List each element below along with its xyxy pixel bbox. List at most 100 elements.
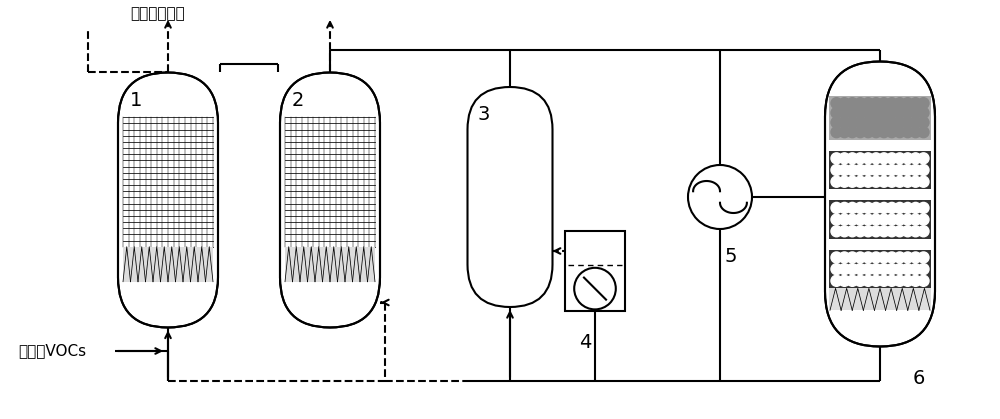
Circle shape xyxy=(855,153,866,164)
Circle shape xyxy=(918,252,929,263)
Circle shape xyxy=(918,264,929,274)
FancyBboxPatch shape xyxy=(468,87,552,307)
Circle shape xyxy=(855,98,866,109)
Circle shape xyxy=(839,127,850,138)
Circle shape xyxy=(839,275,850,286)
Circle shape xyxy=(878,165,889,176)
Circle shape xyxy=(886,264,897,274)
Circle shape xyxy=(902,252,913,263)
Circle shape xyxy=(871,176,882,187)
Circle shape xyxy=(871,264,882,274)
Circle shape xyxy=(886,275,897,286)
Circle shape xyxy=(839,252,850,263)
Circle shape xyxy=(894,275,905,286)
Circle shape xyxy=(878,176,889,187)
Circle shape xyxy=(871,153,882,164)
Circle shape xyxy=(855,214,866,225)
Circle shape xyxy=(831,264,842,274)
Circle shape xyxy=(918,202,929,213)
Circle shape xyxy=(910,226,921,237)
Circle shape xyxy=(886,153,897,164)
Circle shape xyxy=(886,165,897,176)
Bar xyxy=(829,200,931,239)
Circle shape xyxy=(902,176,913,187)
Circle shape xyxy=(902,214,913,225)
Circle shape xyxy=(839,165,850,176)
FancyBboxPatch shape xyxy=(825,62,935,347)
Circle shape xyxy=(847,214,858,225)
Circle shape xyxy=(902,127,913,138)
Circle shape xyxy=(831,98,842,109)
Circle shape xyxy=(847,226,858,237)
Circle shape xyxy=(871,127,882,138)
Circle shape xyxy=(902,226,913,237)
Circle shape xyxy=(847,117,858,128)
Circle shape xyxy=(902,107,913,118)
Bar xyxy=(829,96,931,140)
Circle shape xyxy=(878,202,889,213)
Circle shape xyxy=(847,264,858,274)
Circle shape xyxy=(902,117,913,128)
Circle shape xyxy=(847,127,858,138)
Circle shape xyxy=(831,153,842,164)
Circle shape xyxy=(863,153,874,164)
Circle shape xyxy=(839,107,850,118)
Circle shape xyxy=(847,153,858,164)
Circle shape xyxy=(831,117,842,128)
Circle shape xyxy=(910,275,921,286)
Circle shape xyxy=(871,252,882,263)
Circle shape xyxy=(878,117,889,128)
Bar xyxy=(123,247,213,282)
Circle shape xyxy=(878,275,889,286)
Text: 净化气体排出: 净化气体排出 xyxy=(130,6,185,21)
Circle shape xyxy=(831,107,842,118)
Circle shape xyxy=(910,202,921,213)
Circle shape xyxy=(839,117,850,128)
Circle shape xyxy=(863,275,874,286)
Circle shape xyxy=(839,153,850,164)
Text: 3: 3 xyxy=(478,105,490,124)
Circle shape xyxy=(894,202,905,213)
Circle shape xyxy=(902,275,913,286)
Circle shape xyxy=(688,165,752,229)
Circle shape xyxy=(902,153,913,164)
Circle shape xyxy=(894,153,905,164)
Bar xyxy=(829,288,931,310)
Bar xyxy=(285,247,375,282)
Text: 2: 2 xyxy=(292,91,304,109)
Circle shape xyxy=(894,127,905,138)
Circle shape xyxy=(863,214,874,225)
Circle shape xyxy=(863,252,874,263)
Circle shape xyxy=(847,252,858,263)
Circle shape xyxy=(886,176,897,187)
Text: 1: 1 xyxy=(130,91,142,109)
Circle shape xyxy=(871,202,882,213)
Circle shape xyxy=(863,226,874,237)
Circle shape xyxy=(878,226,889,237)
Bar xyxy=(829,151,931,189)
Circle shape xyxy=(910,153,921,164)
Circle shape xyxy=(910,127,921,138)
Circle shape xyxy=(918,275,929,286)
Circle shape xyxy=(918,153,929,164)
Circle shape xyxy=(918,176,929,187)
Circle shape xyxy=(910,264,921,274)
Circle shape xyxy=(847,202,858,213)
Circle shape xyxy=(863,98,874,109)
Circle shape xyxy=(839,176,850,187)
Circle shape xyxy=(863,117,874,128)
Circle shape xyxy=(855,264,866,274)
Circle shape xyxy=(878,264,889,274)
Circle shape xyxy=(855,226,866,237)
Circle shape xyxy=(918,214,929,225)
Circle shape xyxy=(863,107,874,118)
Circle shape xyxy=(886,202,897,213)
Circle shape xyxy=(871,117,882,128)
Circle shape xyxy=(902,98,913,109)
Text: 5: 5 xyxy=(725,247,738,266)
Circle shape xyxy=(894,252,905,263)
Circle shape xyxy=(855,117,866,128)
Circle shape xyxy=(855,127,866,138)
Circle shape xyxy=(863,264,874,274)
Circle shape xyxy=(878,252,889,263)
